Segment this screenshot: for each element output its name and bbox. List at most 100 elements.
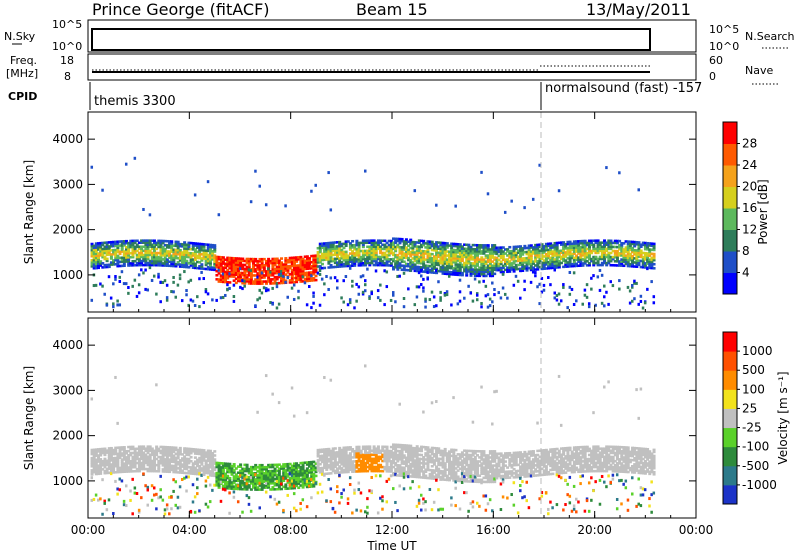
echo-cell (172, 254, 176, 258)
echo-cell (282, 479, 286, 483)
echo-cell (90, 246, 94, 250)
echo-cell (439, 247, 443, 251)
echo-cell (419, 245, 423, 249)
echo-cell (133, 463, 137, 467)
echo-cell (402, 260, 406, 264)
echo-cell (389, 449, 393, 453)
echo-cell (404, 246, 408, 249)
echo-cell (163, 466, 167, 469)
echo-cell (454, 250, 458, 254)
echo-cell (435, 243, 439, 246)
echo-cell (374, 257, 378, 261)
echo-cell (508, 269, 511, 273)
echo-cell (267, 288, 270, 292)
echo-cell (127, 241, 131, 245)
echo-cell (385, 249, 389, 253)
echo-cell (323, 244, 327, 247)
echo-cell (314, 266, 318, 270)
echo-cell (329, 463, 333, 467)
echo-cell (613, 255, 617, 259)
echo-cell (295, 256, 299, 259)
echo-cell (204, 471, 208, 475)
echo-cell (443, 252, 447, 255)
echo-cell (180, 245, 184, 248)
echo-cell (590, 259, 594, 263)
echo-cell (587, 241, 591, 245)
echo-cell (583, 293, 587, 297)
echo-cell (508, 254, 512, 257)
echo-cell (379, 463, 383, 467)
echo-cell (297, 474, 301, 477)
echo-cell (409, 238, 413, 242)
echo-cell (178, 257, 182, 260)
echo-cell (189, 509, 193, 513)
echo-cell (536, 266, 540, 269)
echo-cell (460, 265, 464, 269)
echo-cell (486, 244, 490, 247)
echo-cell (297, 480, 301, 483)
echo-cell (592, 247, 596, 251)
echo-cell (549, 248, 553, 252)
echo-cell (430, 252, 434, 256)
echo-cell (282, 274, 285, 278)
echo-cell (325, 250, 329, 253)
echo-cell (252, 482, 256, 485)
echo-cell (213, 246, 217, 249)
echo-cell (260, 488, 264, 491)
echo-cell (230, 487, 234, 490)
echo-cell (152, 463, 156, 467)
echo-cell (157, 467, 161, 471)
echo-cell (290, 479, 294, 483)
echo-cell (161, 462, 165, 465)
echo-cell (600, 253, 604, 257)
echo-cell (549, 262, 553, 266)
echo-cell (146, 461, 150, 465)
echo-cell (245, 267, 249, 271)
echo-cell (396, 253, 400, 257)
echo-cell (252, 266, 256, 269)
echo-cell (144, 255, 148, 259)
echo-cell (155, 257, 159, 261)
echo-cell (600, 261, 604, 265)
echo-cell (648, 248, 652, 251)
echo-cell (232, 283, 236, 287)
echo-cell (187, 449, 191, 453)
echo-cell (422, 266, 426, 269)
echo-cell (598, 249, 602, 253)
echo-cell (635, 261, 639, 264)
echo-cell (118, 240, 122, 243)
echo-cell (387, 477, 391, 481)
echo-cell (254, 465, 258, 469)
echo-cell (432, 261, 436, 264)
echo-cell (264, 270, 268, 273)
echo-cell (305, 463, 309, 466)
echo-cell (531, 250, 535, 253)
echo-cell (624, 258, 628, 262)
echo-cell (628, 248, 632, 252)
echo-cell (652, 267, 656, 270)
echo-cell (96, 258, 100, 261)
echo-cell (428, 242, 432, 246)
echo-cell (273, 277, 277, 281)
echo-cell (90, 458, 94, 462)
echo-cell (383, 303, 386, 307)
echo-cell (178, 465, 182, 468)
echo-cell (426, 277, 429, 281)
echo-cell (536, 259, 540, 263)
echo-cell (224, 270, 228, 274)
echo-cell (275, 483, 279, 487)
echo-cell (152, 486, 156, 490)
echo-cell (101, 461, 105, 465)
echo-cell (292, 462, 296, 465)
echo-cell (340, 261, 344, 264)
echo-cell (417, 245, 421, 249)
echo-cell (135, 243, 139, 247)
echo-cell (206, 451, 210, 455)
freq-label: Freq. (10, 54, 37, 67)
echo-cell (344, 450, 348, 453)
echo-cell (368, 251, 372, 255)
echo-cell (320, 252, 324, 256)
echo-cell (172, 290, 175, 294)
echo-cell (172, 244, 176, 247)
echo-cell (163, 468, 167, 471)
